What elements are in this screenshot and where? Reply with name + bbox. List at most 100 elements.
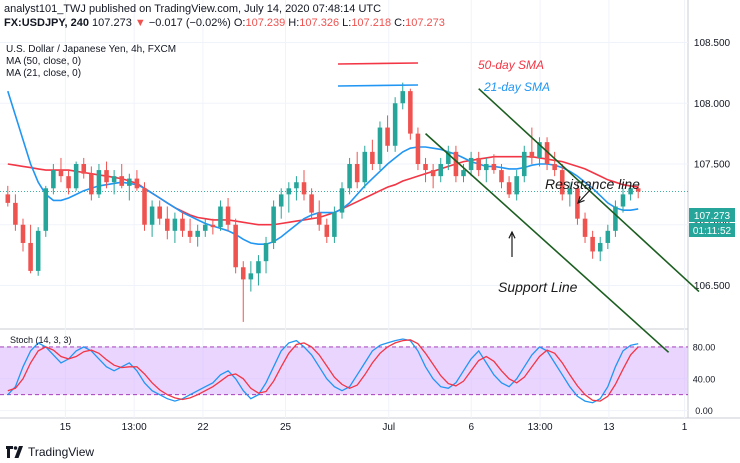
candle[interactable] xyxy=(89,166,94,200)
ticker[interactable]: FX:USDJPY, 240 xyxy=(4,17,89,29)
candle[interactable] xyxy=(393,97,398,152)
candle[interactable] xyxy=(583,213,588,243)
candle[interactable] xyxy=(256,255,261,285)
candle-body xyxy=(173,219,178,231)
candle[interactable] xyxy=(241,261,246,322)
candle[interactable] xyxy=(537,137,542,166)
price-panel[interactable] xyxy=(0,83,688,322)
candle[interactable] xyxy=(180,213,185,237)
candle[interactable] xyxy=(378,121,383,170)
candle[interactable] xyxy=(530,128,535,164)
candle-body xyxy=(484,164,489,170)
candle-body xyxy=(454,152,459,176)
stoch-legend[interactable]: Stoch (14, 3, 3) xyxy=(10,335,72,345)
time-axis[interactable]: 15 13:00 22 25 Jul 6 13:00 13 1 xyxy=(60,422,688,433)
candle-body xyxy=(362,152,367,182)
candle[interactable] xyxy=(431,164,436,188)
candle[interactable] xyxy=(119,164,124,188)
candle[interactable] xyxy=(400,83,405,110)
chart-title: U.S. Dollar / Japanese Yen, 4h, FXCM xyxy=(6,44,176,55)
candle[interactable] xyxy=(66,170,71,194)
candle[interactable] xyxy=(271,200,276,249)
candle[interactable] xyxy=(522,146,527,182)
candle-body xyxy=(598,243,603,252)
candle[interactable] xyxy=(112,170,117,194)
candle[interactable] xyxy=(590,231,595,259)
candle-body xyxy=(514,176,519,194)
candle[interactable] xyxy=(598,237,603,261)
candle[interactable] xyxy=(325,219,330,243)
candle[interactable] xyxy=(127,174,132,201)
candle[interactable] xyxy=(195,225,200,247)
candle[interactable] xyxy=(6,186,11,207)
candle[interactable] xyxy=(13,194,18,230)
candle[interactable] xyxy=(81,158,86,179)
candle[interactable] xyxy=(43,186,48,237)
candle[interactable] xyxy=(347,158,352,194)
candle[interactable] xyxy=(188,219,193,243)
legend-sma21[interactable]: MA (21, close, 0) xyxy=(6,68,81,79)
candle[interactable] xyxy=(552,152,557,176)
candle[interactable] xyxy=(36,227,41,276)
candle[interactable] xyxy=(211,219,216,235)
candle-body xyxy=(13,203,18,225)
candle[interactable] xyxy=(28,225,33,274)
candle-body xyxy=(81,164,86,174)
x-tick-label: 15 xyxy=(60,422,72,433)
candle-body xyxy=(476,158,481,170)
candle[interactable] xyxy=(142,182,147,231)
last-value: 107.273 xyxy=(92,17,132,29)
candle[interactable] xyxy=(157,200,162,224)
candle[interactable] xyxy=(74,162,79,191)
candle[interactable] xyxy=(287,182,292,212)
candle[interactable] xyxy=(294,176,299,200)
candle-body xyxy=(469,158,474,170)
candle[interactable] xyxy=(606,225,611,249)
candle-body xyxy=(378,128,383,164)
legend-sma50[interactable]: MA (50, close, 0) xyxy=(6,56,81,67)
candle[interactable] xyxy=(226,198,231,231)
candle[interactable] xyxy=(233,219,238,274)
candle[interactable] xyxy=(514,170,519,200)
candle-body xyxy=(203,225,208,231)
candle[interactable] xyxy=(408,89,413,140)
candle[interactable] xyxy=(302,170,307,200)
sma21-key-line xyxy=(338,85,418,86)
change-value: −0.017 (−0.02%) xyxy=(149,17,231,29)
candle[interactable] xyxy=(484,158,489,182)
candle[interactable] xyxy=(454,146,459,182)
candle[interactable] xyxy=(362,146,367,189)
stoch-band xyxy=(0,347,688,395)
candle-body xyxy=(583,219,588,237)
x-tick-label: 25 xyxy=(280,422,292,433)
candle[interactable] xyxy=(476,152,481,176)
candle[interactable] xyxy=(218,200,223,230)
candle[interactable] xyxy=(97,164,102,198)
y-tick-label: 107.500 xyxy=(694,160,731,171)
candle[interactable] xyxy=(507,176,512,198)
candle[interactable] xyxy=(416,128,421,171)
candle-body xyxy=(43,188,48,231)
candle[interactable] xyxy=(317,200,322,230)
stoch-panel[interactable] xyxy=(0,339,688,403)
x-tick-label: 13 xyxy=(603,422,615,433)
candle[interactable] xyxy=(279,188,284,218)
candle[interactable] xyxy=(264,237,269,273)
candle-body xyxy=(249,273,254,279)
candle[interactable] xyxy=(150,200,155,236)
candle[interactable] xyxy=(423,158,428,182)
candle[interactable] xyxy=(370,140,375,170)
candle[interactable] xyxy=(438,158,443,182)
candle[interactable] xyxy=(203,219,208,237)
candle-body xyxy=(530,152,535,158)
candle[interactable] xyxy=(355,152,360,188)
candle[interactable] xyxy=(21,219,26,252)
candle[interactable] xyxy=(51,164,56,194)
candle[interactable] xyxy=(165,207,170,240)
candle[interactable] xyxy=(135,170,140,191)
candle[interactable] xyxy=(173,213,178,243)
tradingview-logo[interactable]: TradingView xyxy=(6,445,94,459)
candle[interactable] xyxy=(249,261,254,291)
candle[interactable] xyxy=(340,182,345,218)
